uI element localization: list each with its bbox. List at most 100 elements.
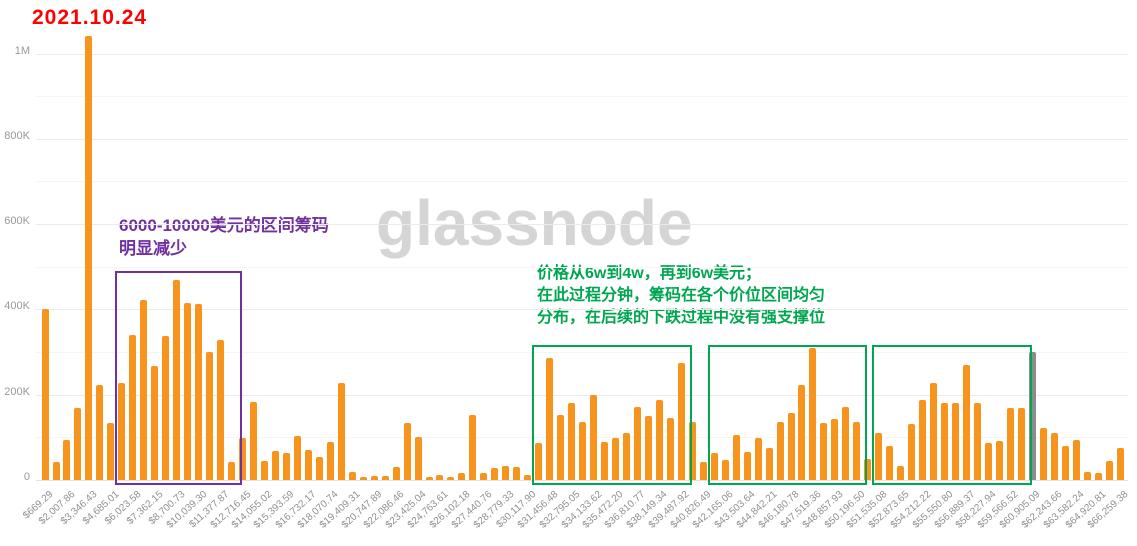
bar[interactable] xyxy=(984,442,992,480)
bar[interactable] xyxy=(1083,471,1091,480)
bar[interactable] xyxy=(524,474,532,480)
bar[interactable] xyxy=(908,424,916,480)
bar[interactable] xyxy=(644,416,652,480)
bar[interactable] xyxy=(348,471,356,480)
bar[interactable] xyxy=(655,399,663,480)
bar[interactable] xyxy=(206,351,214,480)
bar[interactable] xyxy=(1072,439,1080,480)
bar[interactable] xyxy=(995,440,1003,480)
bar[interactable] xyxy=(546,358,554,480)
bar[interactable] xyxy=(469,414,477,480)
bar[interactable] xyxy=(414,437,422,480)
bar[interactable] xyxy=(611,438,619,480)
bar[interactable] xyxy=(842,406,850,480)
bar[interactable] xyxy=(930,383,938,480)
bar[interactable] xyxy=(732,434,740,480)
bar[interactable] xyxy=(677,363,685,480)
bar[interactable] xyxy=(337,382,345,480)
bar[interactable] xyxy=(447,477,455,480)
bar[interactable] xyxy=(820,423,828,480)
bar[interactable] xyxy=(886,445,894,480)
bar[interactable] xyxy=(974,403,981,480)
bar[interactable] xyxy=(173,280,181,480)
bar[interactable] xyxy=(118,382,126,480)
bar[interactable] xyxy=(271,451,279,480)
bar[interactable] xyxy=(151,366,159,480)
bar[interactable] xyxy=(897,465,905,480)
bar[interactable] xyxy=(875,432,883,480)
bar[interactable] xyxy=(359,477,367,480)
bar[interactable] xyxy=(622,433,630,480)
bar[interactable] xyxy=(239,437,246,480)
bar[interactable] xyxy=(853,422,861,480)
bar[interactable] xyxy=(491,468,499,480)
bar[interactable] xyxy=(699,461,707,480)
bar[interactable] xyxy=(590,394,597,480)
bar[interactable] xyxy=(425,477,433,480)
bar[interactable] xyxy=(228,461,235,480)
bar[interactable] xyxy=(162,335,170,480)
bar[interactable] xyxy=(293,436,301,480)
bar[interactable] xyxy=(1039,428,1047,480)
bar[interactable] xyxy=(535,442,543,480)
bar[interactable] xyxy=(140,300,148,480)
bar[interactable] xyxy=(1061,445,1069,480)
bar[interactable] xyxy=(195,303,203,480)
bar[interactable] xyxy=(1006,407,1014,480)
bar[interactable] xyxy=(403,422,411,480)
bar[interactable] xyxy=(568,403,576,480)
bar[interactable] xyxy=(1017,408,1025,480)
bar[interactable] xyxy=(260,460,268,480)
bar[interactable] xyxy=(96,385,104,480)
bar[interactable] xyxy=(787,413,795,480)
bar[interactable] xyxy=(480,473,488,480)
bar[interactable] xyxy=(776,421,784,480)
bar[interactable] xyxy=(754,438,762,480)
bar[interactable] xyxy=(436,474,444,480)
bar[interactable] xyxy=(282,452,290,480)
bar[interactable] xyxy=(458,473,466,480)
bar[interactable] xyxy=(688,421,696,480)
bar[interactable] xyxy=(315,456,323,480)
bar[interactable] xyxy=(513,467,521,480)
bar[interactable] xyxy=(217,339,224,480)
bar[interactable] xyxy=(502,465,510,480)
bar[interactable] xyxy=(633,406,641,480)
bar[interactable] xyxy=(743,451,751,480)
bar[interactable] xyxy=(1105,460,1113,480)
bar[interactable] xyxy=(941,402,948,480)
bar[interactable] xyxy=(952,403,959,480)
bar[interactable] xyxy=(129,335,137,480)
bar[interactable] xyxy=(557,414,565,480)
bar[interactable] xyxy=(765,447,773,480)
bar[interactable] xyxy=(1116,448,1124,480)
bar[interactable] xyxy=(710,452,718,480)
bar[interactable] xyxy=(601,441,608,480)
bar[interactable] xyxy=(370,476,378,480)
bar[interactable] xyxy=(63,439,71,480)
bar[interactable] xyxy=(304,450,312,480)
bar[interactable] xyxy=(326,441,334,480)
bar[interactable] xyxy=(831,419,839,480)
bar[interactable] xyxy=(392,466,400,480)
bar[interactable] xyxy=(1094,472,1102,480)
bar[interactable] xyxy=(381,476,389,480)
bar[interactable] xyxy=(41,309,49,480)
bar[interactable] xyxy=(184,302,192,480)
bar[interactable] xyxy=(1028,351,1036,480)
bar[interactable] xyxy=(721,460,729,480)
bar[interactable] xyxy=(579,421,586,480)
bar[interactable] xyxy=(666,418,674,480)
bar[interactable] xyxy=(74,407,82,480)
bar[interactable] xyxy=(85,36,93,480)
bar[interactable] xyxy=(249,401,257,480)
bar[interactable] xyxy=(52,462,60,480)
bar[interactable] xyxy=(1050,432,1058,480)
bar[interactable] xyxy=(809,347,817,480)
bar[interactable] xyxy=(798,384,806,480)
bar[interactable] xyxy=(963,364,970,480)
bar[interactable] xyxy=(919,399,927,480)
y-axis-tick-label: 0 xyxy=(23,471,30,483)
bar[interactable] xyxy=(107,422,115,480)
bar[interactable] xyxy=(864,459,872,480)
